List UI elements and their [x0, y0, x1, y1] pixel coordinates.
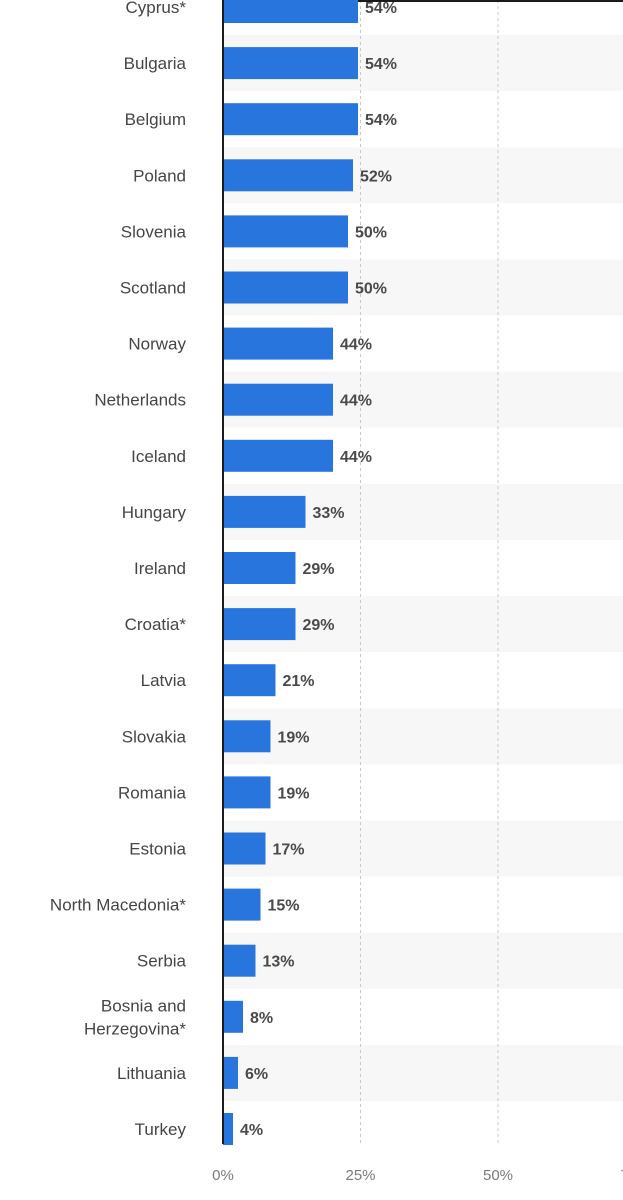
bar — [223, 664, 276, 697]
bars — [223, 0, 358, 1145]
value-label: 8% — [250, 1010, 273, 1027]
row-stripe — [223, 708, 623, 765]
category-label: Bulgaria — [124, 54, 187, 73]
value-label: 4% — [240, 1122, 263, 1139]
value-label: 54% — [365, 112, 397, 129]
x-tick-label: 0% — [212, 1167, 234, 1184]
row-stripe — [223, 932, 623, 989]
value-label: 6% — [245, 1066, 268, 1083]
bar — [223, 888, 261, 921]
value-label: 50% — [355, 224, 387, 241]
category-label: Latvia — [141, 671, 187, 690]
value-labels: 54% 54% 54% 52% 50% 50% 44% 44% 44% 33% 29% 29% 21% 1… — [240, 0, 397, 1139]
value-label: 29% — [303, 561, 335, 578]
x-tick-label: 50% — [483, 1167, 513, 1184]
category-label: Bosnia and Herzegovina* — [84, 996, 186, 1038]
bar — [223, 1000, 243, 1033]
row-stripe — [223, 820, 623, 877]
bar — [223, 271, 348, 304]
category-label: Poland — [133, 166, 186, 185]
value-label: 54% — [365, 56, 397, 73]
bar — [223, 327, 333, 360]
bar — [223, 832, 266, 865]
bar — [223, 495, 306, 528]
category-label: Lithuania — [117, 1064, 187, 1083]
value-label: 15% — [268, 898, 300, 915]
row-stripe — [223, 1044, 623, 1101]
category-label: Hungary — [122, 503, 187, 522]
category-labels: Cyprus* Bulgaria Belgium Poland Slovenia Scot… — [50, 0, 187, 1139]
category-label: Belgium — [125, 110, 186, 129]
bar — [223, 776, 271, 809]
bar — [223, 608, 296, 641]
value-label: 52% — [360, 168, 392, 185]
category-label: Estonia — [129, 840, 186, 859]
bar — [223, 103, 358, 136]
category-label: North Macedonia* — [50, 896, 186, 915]
bar — [223, 1113, 233, 1145]
category-label: Ireland — [134, 559, 186, 578]
category-label: Slovenia — [121, 222, 187, 241]
value-label: 29% — [303, 617, 335, 634]
bar — [223, 383, 333, 416]
bar — [223, 47, 358, 80]
value-label: 13% — [263, 954, 295, 971]
bar — [223, 439, 333, 472]
value-label: 33% — [313, 505, 345, 522]
value-label: 54% — [365, 0, 397, 17]
category-label: Turkey — [135, 1120, 187, 1139]
bar — [223, 215, 348, 248]
category-label: Cyprus* — [126, 0, 187, 17]
bar — [223, 0, 358, 23]
value-label: 19% — [278, 785, 310, 802]
category-label: Romania — [118, 783, 187, 802]
x-tick-label: 25% — [345, 1167, 375, 1184]
category-label: Serbia — [137, 952, 187, 971]
value-label: 44% — [340, 449, 372, 466]
bar — [223, 552, 296, 584]
bar — [223, 944, 256, 977]
value-label: 17% — [273, 842, 305, 859]
category-label: Iceland — [131, 447, 186, 466]
value-label: 19% — [278, 729, 310, 746]
bar — [223, 159, 353, 192]
x-tick-labels: 0%25%50%75%100%12... — [212, 1167, 623, 1184]
gridlines — [360, 0, 499, 1144]
category-label: Scotland — [120, 279, 186, 298]
value-label: 21% — [283, 673, 315, 690]
value-label: 44% — [340, 393, 372, 410]
category-label: Netherlands — [94, 391, 186, 410]
category-label: Slovakia — [122, 727, 187, 746]
value-label: 50% — [355, 281, 387, 298]
category-label: Croatia* — [125, 615, 187, 634]
bar — [223, 720, 271, 753]
category-label: Norway — [128, 335, 186, 354]
x-tick-label: 75% — [620, 1167, 623, 1184]
bar — [223, 1056, 238, 1089]
value-label: 44% — [340, 337, 372, 354]
